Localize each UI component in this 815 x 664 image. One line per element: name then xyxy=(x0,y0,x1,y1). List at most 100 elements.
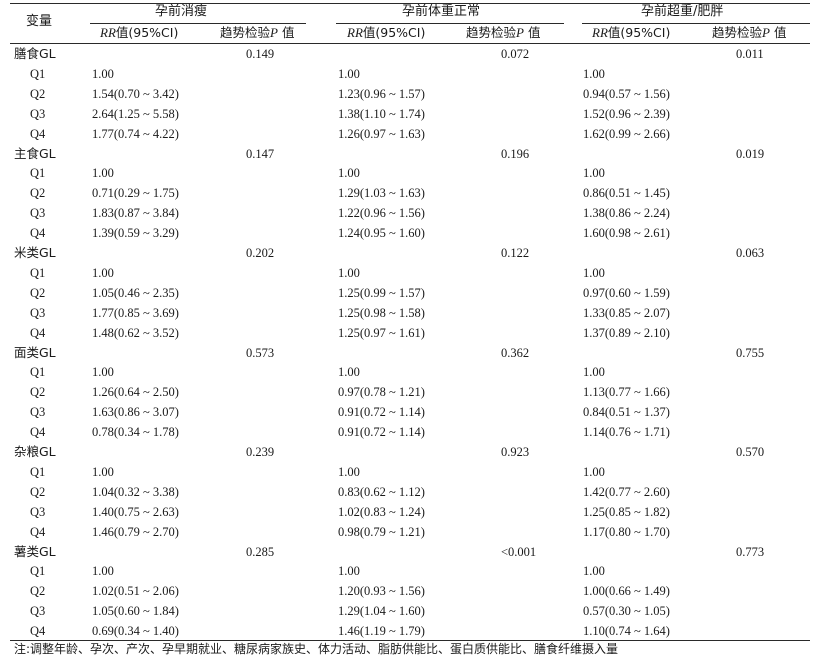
rr-value: 1.05(0.46 ~ 2.35) xyxy=(92,285,179,300)
trend-p-value: <0.001 xyxy=(501,544,537,559)
quartile-label: Q1 xyxy=(30,66,46,81)
trend-p-value: 0.755 xyxy=(736,345,765,360)
group-underline-2 xyxy=(336,23,564,24)
trend-p-value: 0.239 xyxy=(246,445,275,459)
rr-value: 1.25(0.99 ~ 1.57) xyxy=(338,285,425,300)
rr-value: 0.78(0.34 ~ 1.78) xyxy=(92,425,179,440)
trend-p-value: 0.063 xyxy=(736,246,765,260)
rr-value: 1.83(0.87 ~ 3.84) xyxy=(92,206,179,221)
section-label: 薯类GL xyxy=(14,543,56,559)
rr-value: 0.94(0.57 ~ 1.56) xyxy=(583,86,670,101)
rr-value: 1.00 xyxy=(583,265,605,280)
header-variable: 变量 xyxy=(26,14,53,29)
rr-value: 0.86(0.51 ~ 1.45) xyxy=(583,186,670,201)
rr-value: 1.26(0.97 ~ 1.63) xyxy=(338,126,425,141)
header-rule xyxy=(10,43,810,44)
rr-value: 1.00 xyxy=(583,564,605,579)
rr-value: 1.62(0.99 ~ 2.66) xyxy=(583,126,670,141)
group-underline-1 xyxy=(90,23,306,24)
quartile-label: Q3 xyxy=(30,106,46,121)
rr-value: 1.04(0.32 ~ 3.38) xyxy=(92,484,179,499)
quartile-label: Q1 xyxy=(30,166,46,181)
quartile-label: Q1 xyxy=(30,464,46,479)
trend-p-value: 0.011 xyxy=(736,47,764,61)
rr-value: 1.38(1.10 ~ 1.74) xyxy=(338,106,425,121)
rr-value: 0.57(0.30 ~ 1.05) xyxy=(583,604,670,619)
rr-value: 1.00 xyxy=(338,265,360,280)
header-group-normal: 孕前体重正常 xyxy=(402,4,481,19)
header-trend-2: 趋势检验P 值 xyxy=(466,25,541,40)
rr-value: 1.00 xyxy=(92,464,114,479)
rr-value: 0.91(0.72 ~ 1.14) xyxy=(338,405,425,420)
rr-value: 1.00 xyxy=(92,166,114,181)
quartile-label: Q3 xyxy=(30,206,46,221)
quartile-label: Q4 xyxy=(30,226,46,241)
quartile-label: Q4 xyxy=(30,126,46,141)
rr-value: 1.29(1.04 ~ 1.60) xyxy=(338,604,425,619)
rr-value: 1.60(0.98 ~ 2.61) xyxy=(583,226,670,241)
section-label: 米类GL xyxy=(14,245,56,260)
rr-value: 0.84(0.51 ~ 1.37) xyxy=(583,405,670,420)
rr-value: 1.33(0.85 ~ 2.07) xyxy=(583,305,670,320)
rr-value: 1.77(0.85 ~ 3.69) xyxy=(92,305,179,320)
section-label: 主食GL xyxy=(14,145,56,161)
quartile-label: Q1 xyxy=(30,564,46,579)
rr-value: 0.71(0.29 ~ 1.75) xyxy=(92,186,179,201)
trend-p-value: 0.773 xyxy=(736,544,765,559)
rr-value: 0.69(0.34 ~ 1.40) xyxy=(92,624,179,639)
quartile-label: Q4 xyxy=(30,325,46,340)
rr-value: 1.00 xyxy=(338,66,360,81)
header-trend-3: 趋势检验P 值 xyxy=(712,25,787,40)
header-rr-2: RR值(95%CI) xyxy=(347,25,426,40)
quartile-label: Q2 xyxy=(30,186,46,201)
trend-p-value: 0.019 xyxy=(736,146,765,161)
rr-value: 1.17(0.80 ~ 1.70) xyxy=(583,524,670,539)
rr-value: 0.97(0.60 ~ 1.59) xyxy=(583,285,670,300)
rr-value: 1.22(0.96 ~ 1.56) xyxy=(338,206,425,221)
rr-value: 1.00 xyxy=(92,265,114,280)
rr-value: 1.37(0.89 ~ 2.10) xyxy=(583,325,670,340)
quartile-label: Q1 xyxy=(30,265,46,280)
section-label: 面类GL xyxy=(14,344,56,360)
rr-value: 2.64(1.25 ~ 5.58) xyxy=(92,106,179,121)
rr-value: 1.42(0.77 ~ 2.60) xyxy=(583,484,670,499)
quartile-label: Q2 xyxy=(30,484,46,499)
quartile-label: Q2 xyxy=(30,86,46,101)
rr-value: 1.25(0.98 ~ 1.58) xyxy=(338,305,425,320)
trend-p-value: 0.202 xyxy=(246,246,275,260)
trend-p-value: 0.122 xyxy=(501,246,530,260)
rr-value: 0.91(0.72 ~ 1.14) xyxy=(338,425,425,440)
trend-p-value: 0.570 xyxy=(736,445,765,459)
rr-value: 0.97(0.78 ~ 1.21) xyxy=(338,385,425,400)
quartile-label: Q3 xyxy=(30,604,46,619)
quartile-label: Q2 xyxy=(30,584,46,599)
trend-p-value: 0.147 xyxy=(246,146,275,161)
quartile-label: Q4 xyxy=(30,624,46,639)
rr-value: 1.00 xyxy=(338,564,360,579)
rr-value: 1.00 xyxy=(92,365,114,380)
rr-value: 1.00 xyxy=(583,66,605,81)
rr-value: 1.40(0.75 ~ 2.63) xyxy=(92,504,179,519)
rr-value: 1.25(0.85 ~ 1.82) xyxy=(583,504,670,519)
rr-value: 1.48(0.62 ~ 3.52) xyxy=(92,325,179,340)
rr-value: 1.00(0.66 ~ 1.49) xyxy=(583,584,670,599)
header-group-underweight: 孕前消瘦 xyxy=(155,4,208,19)
rr-value: 1.00 xyxy=(338,166,360,181)
table-footnote: 注:调整年龄、孕次、产次、孕早期就业、糖尿病家族史、体力活动、脂肪供能比、蛋白质… xyxy=(14,642,619,656)
rr-value: 1.02(0.83 ~ 1.24) xyxy=(338,504,425,519)
group-underline-3 xyxy=(582,23,810,24)
rr-value: 1.00 xyxy=(583,365,605,380)
rr-value: 1.00 xyxy=(583,166,605,181)
trend-p-value: 0.196 xyxy=(501,146,530,161)
rr-value: 1.39(0.59 ~ 3.29) xyxy=(92,226,179,241)
rr-value: 1.00 xyxy=(92,564,114,579)
quartile-label: Q4 xyxy=(30,425,46,440)
quartile-label: Q4 xyxy=(30,524,46,539)
quartile-label: Q2 xyxy=(30,285,46,300)
quartile-label: Q3 xyxy=(30,305,46,320)
rr-value: 1.20(0.93 ~ 1.56) xyxy=(338,584,425,599)
rr-value: 1.46(1.19 ~ 1.79) xyxy=(338,624,425,639)
bottom-rule xyxy=(10,640,810,641)
rr-value: 1.05(0.60 ~ 1.84) xyxy=(92,604,179,619)
